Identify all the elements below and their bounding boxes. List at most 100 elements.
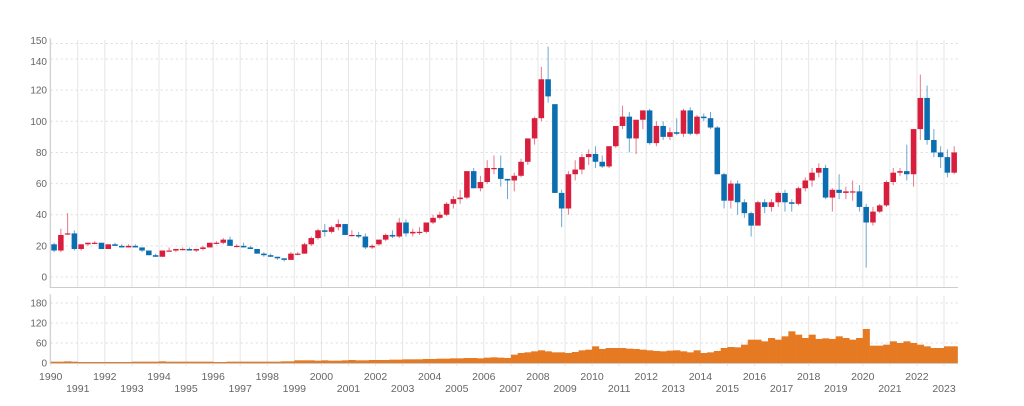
volume-bar: [910, 343, 918, 363]
candle-body: [443, 203, 450, 215]
volume-bar: [686, 352, 694, 363]
candle-body: [795, 188, 802, 204]
volume-bar: [680, 351, 688, 363]
volume-bar: [274, 361, 282, 363]
candle-body: [247, 247, 254, 249]
volume-bar: [165, 361, 173, 363]
year-tick-label: 2023: [932, 383, 956, 395]
volume-bar: [368, 360, 376, 363]
volume-bar: [815, 339, 823, 363]
candle-body: [633, 119, 639, 139]
volume-bar: [226, 361, 234, 363]
volume-tick-label: 60: [36, 339, 48, 350]
year-tick-label: 2007: [499, 383, 523, 395]
volume-bar: [382, 360, 390, 363]
candle-body: [464, 171, 470, 198]
candle-body: [491, 168, 497, 170]
price-tick-label: 150: [30, 36, 47, 47]
candle-body: [565, 174, 572, 209]
candle-body: [707, 118, 714, 128]
volume-bar: [876, 345, 884, 363]
candle-body: [504, 178, 511, 181]
candle-body: [355, 234, 362, 237]
candle-body: [51, 244, 57, 251]
candle-body: [518, 161, 524, 176]
candle-body: [301, 244, 308, 254]
candle-body: [335, 224, 342, 228]
candle-body: [450, 199, 457, 204]
candle-body: [396, 222, 403, 237]
year-tick-label: 1993: [120, 383, 144, 395]
axes-layer: [49, 38, 958, 364]
candle-body: [152, 255, 159, 257]
candle-body: [613, 125, 619, 147]
candle-body: [206, 242, 213, 248]
year-tick-label: 2010: [580, 371, 604, 383]
volume-bar: [896, 343, 904, 363]
candle-body: [470, 171, 477, 189]
volume-bar: [524, 352, 532, 363]
volume-bar: [449, 358, 458, 363]
volume-bar: [781, 336, 789, 363]
volume-bar: [213, 362, 221, 363]
candle-body: [274, 256, 281, 259]
candle-body: [118, 245, 125, 248]
candle-body: [755, 202, 761, 226]
candle-body: [173, 248, 179, 251]
volume-bar: [842, 338, 850, 363]
candle-body: [166, 250, 172, 252]
year-tick-label: 2018: [797, 371, 821, 383]
price-tick-label: 80: [36, 148, 48, 159]
volume-bar: [822, 338, 830, 363]
candle-body: [193, 248, 199, 251]
candle-body: [640, 110, 646, 120]
candle-body: [714, 127, 721, 175]
volume-bar: [280, 361, 288, 363]
candle-body: [457, 197, 463, 200]
volume-bar: [456, 358, 464, 363]
candle-body: [389, 234, 396, 237]
candle-body: [890, 172, 897, 183]
volume-bar: [422, 359, 430, 363]
volume-bar: [734, 347, 742, 363]
candle-body: [78, 244, 84, 249]
candle-body: [599, 161, 606, 167]
candle-body: [139, 247, 145, 251]
volume-bar: [240, 361, 248, 363]
volume-bar: [544, 351, 552, 363]
candle-body: [646, 110, 653, 144]
volume-tick-label: 0: [41, 359, 47, 370]
candle-body: [240, 245, 247, 248]
volume-bar: [172, 361, 180, 363]
candle-body: [85, 242, 91, 245]
volume-bar: [104, 362, 112, 363]
volume-bar: [179, 361, 187, 363]
volume-bar: [260, 361, 268, 363]
candle-body: [58, 234, 64, 251]
volume-bar: [477, 358, 485, 363]
candle-body: [200, 247, 206, 249]
candle-body: [531, 118, 538, 139]
candle-body: [822, 168, 829, 198]
candle-body: [71, 233, 78, 249]
volume-bar: [287, 361, 295, 363]
volume-bar: [950, 346, 958, 363]
volume-bar: [537, 350, 546, 363]
volume-bar: [375, 360, 383, 363]
price-tick-label: 60: [36, 179, 48, 190]
candle-body: [552, 104, 558, 193]
tick-labels: 0204060801001201401500601201801990199119…: [30, 36, 956, 395]
year-tick-label: 2002: [364, 371, 388, 383]
volume-bar: [883, 344, 891, 363]
candle-body: [281, 258, 287, 260]
year-tick-label: 2006: [472, 371, 496, 383]
candle-body: [592, 153, 599, 162]
candle-body: [619, 116, 626, 126]
volume-bar: [856, 338, 864, 363]
year-tick-label: 2016: [743, 371, 767, 383]
candle-body: [234, 245, 240, 248]
volume-bar: [808, 334, 816, 363]
candle-body: [349, 234, 355, 237]
volume-bar: [903, 341, 911, 363]
candle-body: [362, 236, 369, 248]
